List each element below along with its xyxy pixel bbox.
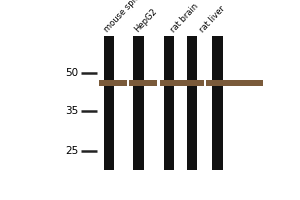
Bar xyxy=(134,36,144,170)
Bar xyxy=(129,80,157,86)
Bar xyxy=(99,80,127,86)
Bar xyxy=(206,80,263,86)
Text: rat liver: rat liver xyxy=(198,4,227,34)
Bar xyxy=(99,36,263,170)
Text: HepG2: HepG2 xyxy=(132,7,158,34)
Bar xyxy=(187,36,197,170)
Text: 35: 35 xyxy=(65,106,78,116)
Bar xyxy=(212,36,223,170)
Bar xyxy=(104,36,114,170)
Text: mouse spleen: mouse spleen xyxy=(103,0,149,34)
Bar xyxy=(160,80,204,86)
Text: 50: 50 xyxy=(65,68,78,78)
Bar xyxy=(164,36,174,170)
Text: rat brain: rat brain xyxy=(169,1,201,34)
Text: 25: 25 xyxy=(65,146,78,156)
